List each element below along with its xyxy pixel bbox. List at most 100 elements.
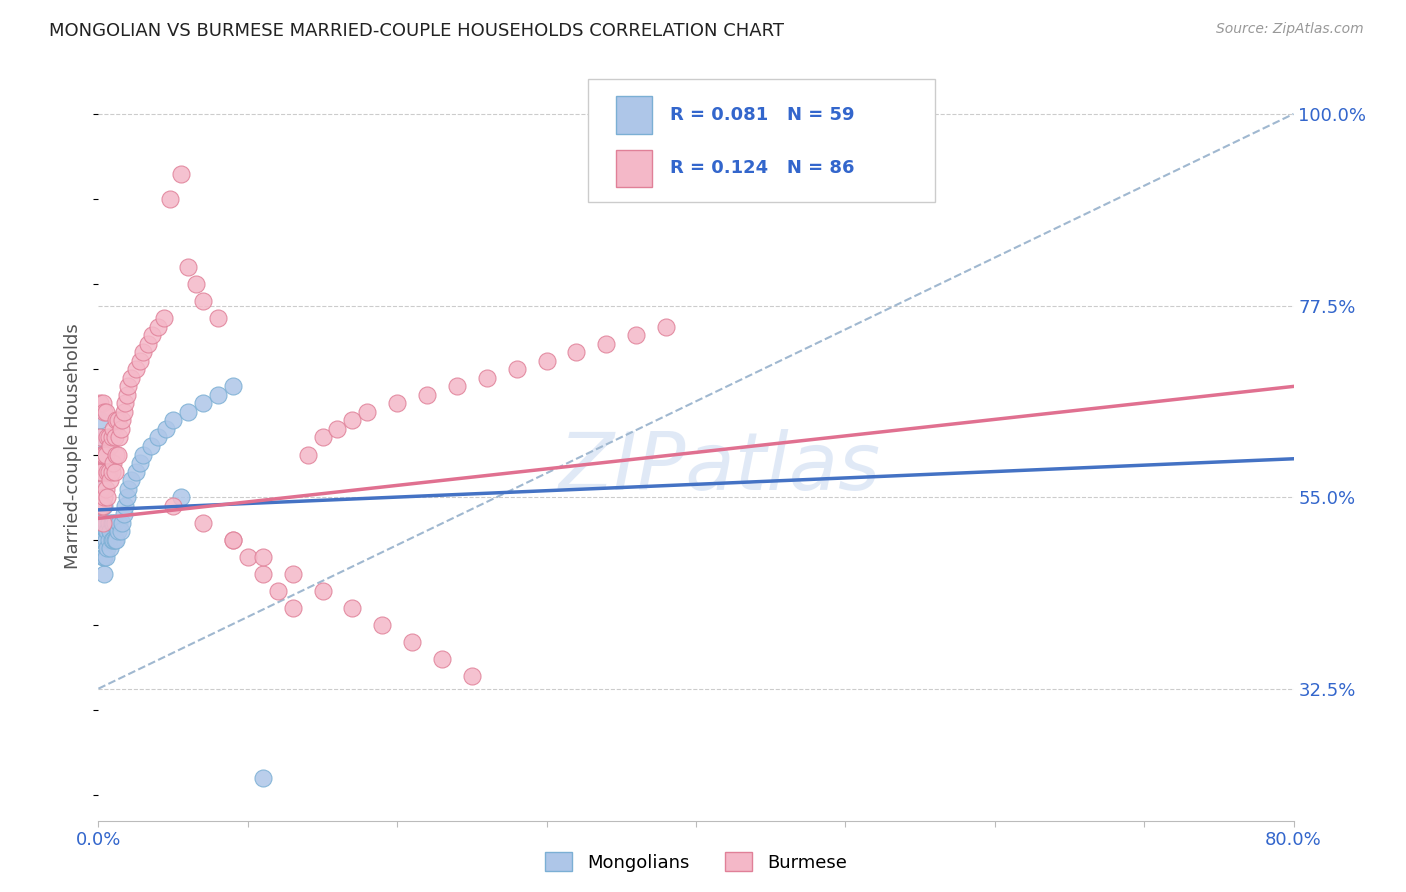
Point (90, 448, 112, 462)
Point (93, 516, 115, 530)
Point (103, 456, 125, 470)
Point (89, 465, 111, 479)
Point (90, 499, 112, 513)
Point (169, 167, 191, 181)
Point (112, 507, 135, 521)
Point (252, 549, 274, 564)
Point (371, 617, 394, 632)
Point (184, 277, 207, 292)
Point (89, 396, 111, 410)
Point (162, 413, 184, 427)
Point (191, 294, 214, 309)
Point (97, 465, 120, 479)
Point (90, 516, 112, 530)
Point (91, 549, 114, 564)
Point (98, 541, 122, 556)
Point (385, 396, 409, 410)
Point (141, 328, 163, 343)
Point (177, 405, 200, 419)
Text: Source: ZipAtlas.com: Source: ZipAtlas.com (1216, 22, 1364, 37)
Point (105, 448, 128, 462)
Point (252, 771, 274, 785)
Point (97, 516, 120, 530)
Point (281, 600, 304, 615)
Point (565, 345, 588, 359)
Point (117, 379, 139, 393)
Point (191, 516, 214, 530)
Point (114, 499, 136, 513)
Point (91, 448, 114, 462)
Text: R = 0.124   N = 86: R = 0.124 N = 86 (669, 160, 855, 178)
FancyBboxPatch shape (589, 78, 935, 202)
Point (281, 566, 304, 581)
Point (89, 465, 111, 479)
Point (90, 465, 112, 479)
Point (132, 448, 155, 462)
Point (169, 490, 191, 504)
Point (94, 448, 117, 462)
Point (96, 524, 118, 538)
Point (96, 490, 118, 504)
Point (94, 549, 117, 564)
FancyBboxPatch shape (616, 150, 652, 187)
Point (90, 465, 112, 479)
Point (125, 465, 148, 479)
Point (105, 533, 128, 547)
Point (101, 533, 124, 547)
Point (111, 413, 134, 427)
Point (626, 328, 648, 343)
Point (104, 533, 127, 547)
Point (114, 396, 136, 410)
Point (159, 192, 181, 206)
Point (112, 405, 135, 419)
Point (117, 482, 139, 496)
Point (103, 533, 125, 547)
Point (107, 413, 129, 427)
Point (506, 362, 529, 376)
Point (655, 319, 678, 334)
Point (91, 516, 114, 530)
Point (108, 430, 131, 444)
Point (236, 549, 259, 564)
Point (222, 379, 245, 393)
Text: MONGOLIAN VS BURMESE MARRIED-COUPLE HOUSEHOLDS CORRELATION CHART: MONGOLIAN VS BURMESE MARRIED-COUPLE HOUS… (49, 22, 785, 40)
Point (101, 465, 124, 479)
Point (91, 516, 114, 530)
Point (267, 583, 290, 598)
Point (115, 490, 138, 504)
Point (430, 652, 453, 666)
Point (129, 456, 152, 470)
Point (416, 388, 439, 402)
Point (148, 430, 170, 444)
Point (98, 439, 122, 453)
Point (96, 465, 118, 479)
Point (115, 388, 138, 402)
Point (107, 524, 129, 538)
Point (98, 473, 122, 487)
Point (96, 430, 118, 444)
Point (125, 362, 148, 376)
Point (356, 405, 378, 419)
Point (89, 448, 111, 462)
Point (207, 388, 229, 402)
Point (110, 524, 132, 538)
Point (105, 413, 128, 427)
Point (89, 430, 111, 444)
Point (90, 482, 112, 496)
Point (120, 473, 142, 487)
Point (93, 549, 115, 564)
Point (101, 516, 124, 530)
Point (91, 396, 114, 410)
Point (94, 482, 117, 496)
Point (103, 422, 125, 436)
Point (97, 533, 120, 547)
Point (90, 482, 112, 496)
Point (104, 516, 127, 530)
Point (103, 516, 125, 530)
Point (89, 413, 111, 427)
Legend: Mongolians, Burmese: Mongolians, Burmese (538, 846, 853, 879)
Point (222, 533, 245, 547)
Point (446, 379, 468, 393)
Point (326, 422, 349, 436)
Point (93, 499, 115, 513)
